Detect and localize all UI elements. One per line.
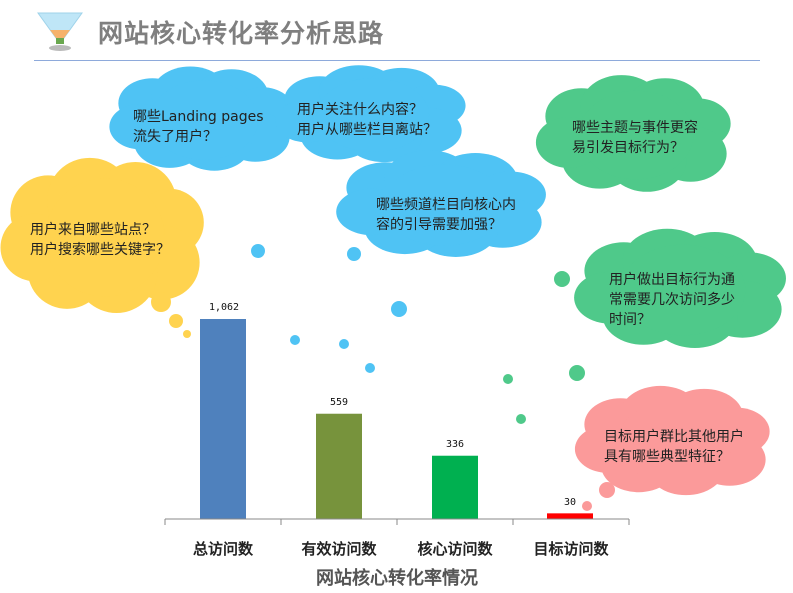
thought-cloud xyxy=(336,150,546,257)
bar-1 xyxy=(316,413,362,519)
value-label: 559 xyxy=(329,397,349,408)
thought-cloud xyxy=(275,65,466,163)
thought-bubble-dot xyxy=(183,330,191,338)
value-label: 30 xyxy=(563,497,577,508)
thought-bubble-dot xyxy=(290,335,300,345)
thought-cloud xyxy=(574,228,786,348)
callout-text-channel: 哪些频道栏目向核心内 容的引导需要加强？ xyxy=(376,197,516,233)
thought-cloud xyxy=(109,66,294,171)
bar-2 xyxy=(432,455,478,519)
thought-bubble-dot xyxy=(169,314,183,328)
thought-bubble-dot xyxy=(503,374,513,384)
value-label: 1,062 xyxy=(208,302,240,313)
thought-bubble-dot xyxy=(365,363,375,373)
thought-bubble-dot xyxy=(582,501,592,511)
thought-cloud xyxy=(574,385,770,496)
thought-bubble-dot xyxy=(569,365,585,381)
thought-bubble-dot xyxy=(251,244,265,258)
x-axis xyxy=(164,518,630,525)
callout-text-target: 目标用户群比其他用户 具有哪些典型特征？ xyxy=(604,429,744,465)
category-label: 有效访问数 xyxy=(301,540,377,558)
callout-text-topic: 哪些主题与事件更容 易引发目标行为？ xyxy=(572,120,698,156)
page-title: 网站核心转化率分析思路 xyxy=(98,19,385,48)
thought-bubble-dot xyxy=(339,339,349,349)
callout-text-source: 用户来自哪些站点？ 用户搜索哪些关键字？ xyxy=(30,222,170,258)
thought-bubble-dot xyxy=(599,482,615,498)
category-label: 核心访问数 xyxy=(417,540,493,558)
bar-0 xyxy=(200,319,246,519)
value-label: 336 xyxy=(445,439,465,450)
thought-bubble-dot xyxy=(347,247,361,261)
thought-bubble-dot xyxy=(554,271,570,287)
callout-text-content: 用户关注什么内容？ 用户从哪些栏目离站？ xyxy=(297,102,437,138)
title-divider xyxy=(34,60,760,61)
bar-3 xyxy=(547,513,593,519)
x-axis-title: 网站核心转化率情况 xyxy=(316,568,478,589)
thought-bubble-dot xyxy=(151,292,171,312)
callout-text-landing: 哪些Landing pages 流失了用户？ xyxy=(133,109,264,145)
category-label: 总访问数 xyxy=(192,540,253,558)
funnel-icon xyxy=(37,12,83,51)
thought-cloud xyxy=(535,75,731,192)
callout-text-visits: 用户做出目标行为通 常需要几次访问多少 时间？ xyxy=(609,272,735,328)
thought-bubble-dot xyxy=(516,414,526,424)
category-label: 目标访问数 xyxy=(533,540,609,558)
thought-cloud xyxy=(0,157,204,313)
thought-bubble-dot xyxy=(391,301,407,317)
